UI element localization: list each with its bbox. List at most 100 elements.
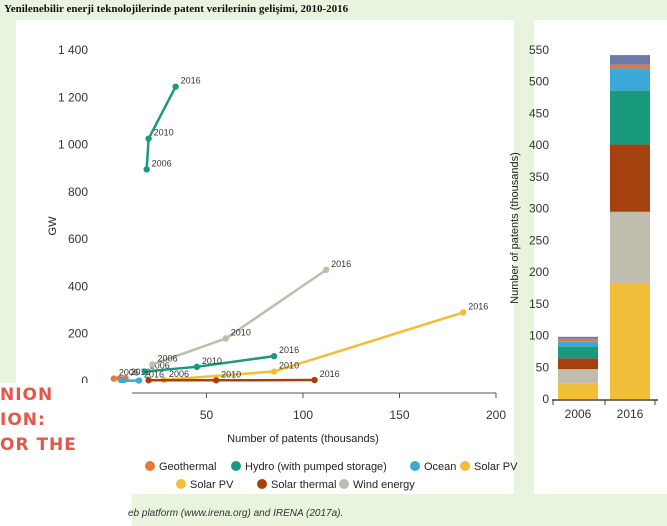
y-tick-label: 600 — [68, 232, 88, 246]
data-point — [135, 377, 143, 384]
legend-marker — [257, 479, 267, 489]
bar-y-tick-label: 150 — [529, 297, 549, 311]
bar-segment — [558, 341, 598, 347]
data-point — [311, 376, 318, 384]
point-label: 2016 — [144, 370, 164, 380]
bar-segment — [610, 90, 650, 145]
data-point — [222, 335, 229, 342]
bar-segment — [610, 55, 650, 65]
bar-segment — [558, 369, 598, 384]
point-label: 2006 — [157, 353, 177, 363]
legend-label: Hydro (with pumped storage) — [245, 461, 387, 473]
legend-label: Solar thermal — [271, 479, 336, 491]
y-tick-label: 200 — [68, 327, 88, 341]
point-label: 2010 — [202, 356, 222, 366]
point-label: 2006 — [150, 361, 170, 371]
bar-segment — [610, 211, 650, 283]
bar-segment — [558, 336, 598, 339]
bar-y-tick-label: 500 — [529, 75, 549, 89]
data-point — [270, 368, 278, 375]
bar-y-tick-label: 200 — [529, 265, 549, 279]
y-tick-label: 400 — [68, 279, 88, 293]
data-point — [110, 375, 118, 382]
overlay-line-1: NION — [0, 385, 54, 405]
bar-segment — [558, 383, 598, 399]
bar-y-tick-label: 250 — [529, 233, 549, 247]
chart-title: Yenilenebilir enerji teknolojilerinde pa… — [4, 3, 349, 15]
legend-marker — [339, 479, 349, 489]
data-point — [149, 361, 156, 368]
bar-y-tick-label: 400 — [529, 138, 549, 152]
y-tick-label: 800 — [68, 185, 88, 199]
bar-category-label: 2006 — [565, 407, 592, 421]
y-axis-title: GW — [47, 216, 59, 236]
bar-y-tick-label: 350 — [529, 170, 549, 184]
overlay-line-3: OR THE — [0, 435, 77, 455]
data-point — [172, 83, 179, 90]
data-point — [141, 368, 148, 375]
point-label: 2010 — [279, 361, 299, 371]
bar-segment — [610, 64, 650, 69]
bar-y-tick-label: 450 — [529, 106, 549, 120]
point-label: 2010 — [221, 369, 241, 379]
legend-label: Geothermal — [159, 461, 216, 473]
bar-segment — [558, 338, 598, 342]
point-label: 2016 — [331, 259, 351, 269]
point-label: 2006 — [119, 368, 139, 378]
point-label: 2006 — [152, 158, 172, 168]
legend-marker — [176, 479, 186, 489]
bar-y-tick-label: 0 — [542, 392, 549, 406]
point-label: 2010 — [231, 327, 251, 337]
data-point — [459, 309, 467, 316]
source-note: eb platform (www.irena.org) and IRENA (2… — [128, 508, 344, 519]
overlay-line-2: ION: — [0, 410, 46, 430]
x-tick-label: 200 — [486, 408, 506, 422]
x-axis-title: Number of patents (thousands) — [227, 433, 379, 445]
legend-marker — [231, 461, 241, 471]
data-point — [143, 166, 150, 173]
bar-y-tick-label: 100 — [529, 329, 549, 343]
point-label: 2016 — [181, 76, 201, 86]
data-point — [270, 352, 278, 360]
bar-segment — [610, 68, 650, 91]
legend-label: Wind energy — [353, 479, 415, 491]
bar-y-tick-label: 550 — [529, 43, 549, 57]
data-point — [120, 377, 127, 384]
bar-y-axis-title: Number of patents (thousands) — [509, 152, 521, 304]
legend-marker — [145, 461, 155, 471]
series-line — [163, 311, 464, 382]
data-point — [212, 377, 220, 384]
point-label: 2006 — [169, 369, 189, 379]
point-label: 2016 — [320, 369, 340, 379]
data-point — [193, 363, 201, 371]
bar-y-tick-label: 300 — [529, 202, 549, 216]
legend-marker — [460, 461, 470, 471]
x-tick-label: 100 — [293, 408, 313, 422]
y-tick-label: 0 — [81, 374, 88, 388]
bar-category-label: 2016 — [617, 407, 644, 421]
data-point — [322, 266, 330, 274]
overlay-banner: NION ION: OR THE — [0, 383, 132, 526]
legend-marker — [410, 461, 420, 471]
y-tick-label: 1 200 — [58, 90, 88, 104]
bar-segment — [558, 346, 598, 359]
legend-label: Ocean — [424, 461, 456, 473]
point-label: 2016 — [468, 301, 488, 311]
data-point — [145, 377, 152, 384]
data-point — [145, 135, 152, 142]
point-label: 2016 — [130, 367, 150, 377]
point-label: 2016 — [279, 345, 299, 355]
y-tick-label: 1 400 — [58, 43, 88, 57]
legend-label: Solar PV — [190, 479, 234, 491]
x-tick-label: 50 — [200, 408, 214, 422]
series-line — [152, 268, 327, 366]
x-tick-label: 150 — [389, 408, 409, 422]
bar-y-tick-label: 50 — [536, 360, 550, 374]
y-tick-label: 1 000 — [58, 138, 88, 152]
bar-segment — [610, 282, 650, 399]
bar-segment — [558, 358, 598, 370]
point-label: 2010 — [154, 128, 174, 138]
bar-segment — [610, 144, 650, 212]
legend-label: Solar PV — [474, 461, 518, 473]
